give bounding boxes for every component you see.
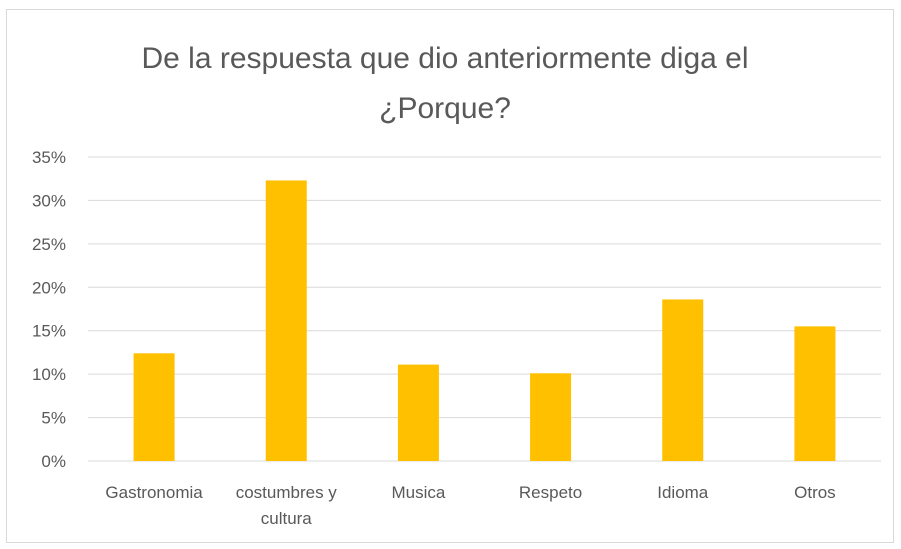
x-category-label: Respeto — [519, 483, 582, 502]
y-tick-label: 30% — [32, 191, 66, 210]
bar — [794, 326, 836, 461]
bar — [662, 299, 704, 461]
y-tick-label: 35% — [32, 148, 66, 167]
x-category-label: costumbres y cultura — [236, 483, 338, 528]
y-tick-label: 0% — [41, 452, 66, 471]
y-tick-label: 25% — [32, 235, 66, 254]
x-category-label: Idioma — [657, 483, 709, 502]
gridlines — [88, 156, 881, 462]
y-axis-ticks: 0% 5% 10% 15% 20% 25% 30% 35% — [32, 148, 66, 471]
y-tick-label: 20% — [32, 278, 66, 297]
y-tick-label: 15% — [32, 322, 66, 341]
y-tick-label: 10% — [32, 365, 66, 384]
bar — [133, 353, 175, 461]
x-category-label: Otros — [794, 483, 836, 502]
chart-title-line-2: ¿Porque? — [379, 92, 511, 125]
bar — [397, 364, 439, 461]
x-category-label: Musica — [391, 483, 445, 502]
y-tick-label: 5% — [41, 409, 66, 428]
bars — [133, 180, 836, 462]
bar — [530, 373, 572, 461]
x-axis-categories: Gastronomia costumbres y cultura Musica Resp… — [105, 483, 835, 528]
chart-title-line-1: De la respuesta que dio anteriormente di… — [141, 42, 748, 75]
bar — [265, 180, 307, 462]
x-category-label: Gastronomia — [105, 483, 203, 502]
